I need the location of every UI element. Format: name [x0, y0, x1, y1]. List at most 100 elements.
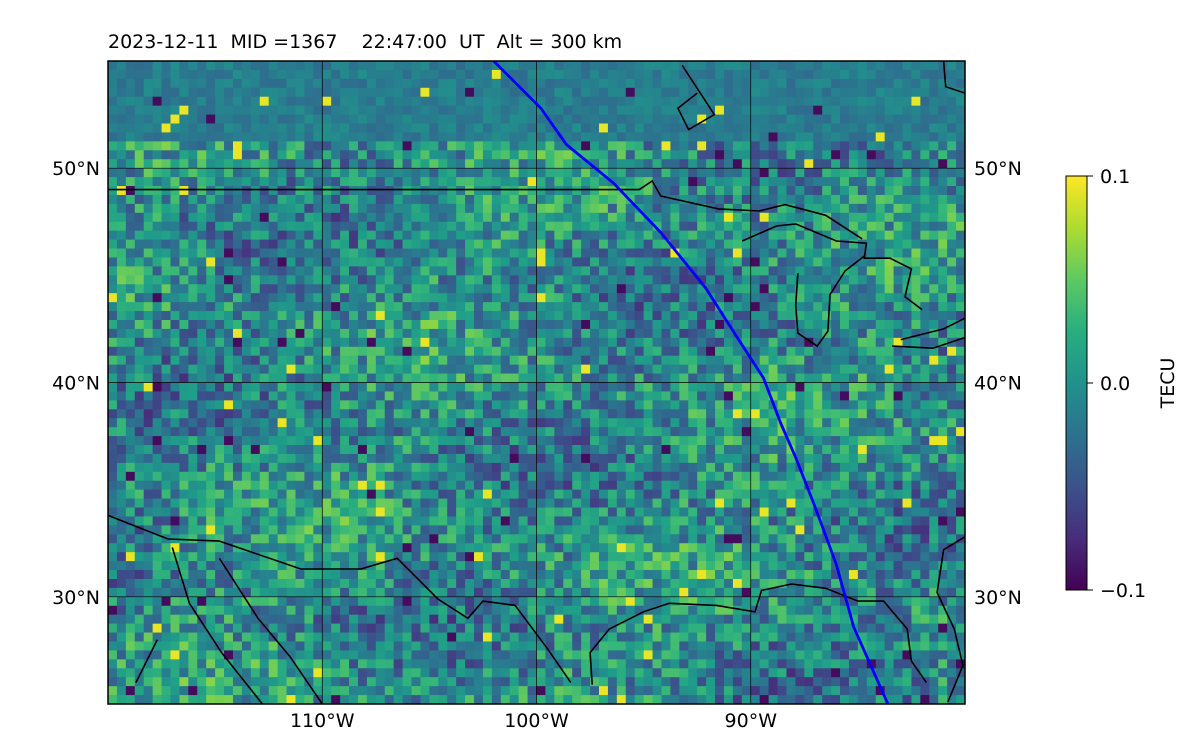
heatmap-cell	[357, 275, 368, 285]
heatmap-cell	[813, 418, 823, 428]
heatmap-cell	[206, 507, 216, 518]
heatmap-cell	[161, 311, 172, 321]
heatmap-cell	[947, 203, 957, 214]
heatmap-cell	[179, 319, 189, 330]
heatmap-cell	[857, 132, 868, 142]
heatmap-cell	[215, 498, 225, 509]
heatmap-cell	[759, 78, 770, 89]
heatmap-cell	[545, 355, 555, 366]
heatmap-cell	[161, 186, 172, 196]
heatmap-cell	[607, 418, 618, 428]
heatmap-cell	[143, 311, 154, 321]
heatmap-cell	[607, 507, 618, 518]
heatmap-cell	[188, 69, 198, 80]
heatmap-cell	[741, 248, 752, 259]
heatmap-cell	[134, 266, 145, 276]
heatmap-cell	[286, 132, 297, 142]
heatmap-cell	[804, 177, 814, 187]
heatmap-cell	[197, 516, 207, 526]
heatmap-cell	[215, 311, 225, 321]
heatmap-cell	[616, 328, 627, 339]
heatmap-cell	[670, 489, 680, 500]
heatmap-cell	[286, 168, 297, 178]
heatmap-cell	[340, 364, 350, 375]
heatmap-cell	[295, 337, 305, 348]
heatmap-cell	[723, 186, 734, 196]
heatmap-cell	[188, 409, 198, 419]
heatmap-cell	[241, 61, 252, 71]
heatmap-cell	[697, 516, 707, 526]
heatmap-cell	[429, 293, 439, 303]
heatmap-cell	[250, 498, 261, 509]
heatmap-cell	[857, 471, 868, 482]
heatmap-cell	[509, 319, 520, 330]
heatmap-cell	[643, 400, 654, 410]
heatmap-cell	[125, 355, 136, 366]
heatmap-cell	[259, 284, 270, 294]
heatmap-cell	[241, 302, 252, 312]
heatmap-cell	[831, 507, 841, 518]
heatmap-cell	[607, 275, 618, 285]
heatmap-cell	[786, 480, 796, 491]
heatmap-cell	[598, 436, 609, 446]
heatmap-cell	[357, 186, 368, 196]
heatmap-cell	[241, 319, 252, 330]
heatmap-cell	[661, 489, 672, 500]
heatmap-cell	[456, 489, 466, 500]
heatmap-cell	[206, 462, 216, 473]
heatmap-cell	[277, 78, 288, 89]
heatmap-cell	[768, 418, 779, 428]
heatmap-cell	[652, 293, 663, 303]
heatmap-cell	[295, 293, 305, 303]
heatmap-cell	[322, 275, 332, 285]
heatmap-cell	[536, 427, 547, 437]
heatmap-cell	[224, 203, 234, 214]
heatmap-cell	[277, 427, 288, 437]
heatmap-cell	[411, 328, 422, 339]
heatmap-cell	[563, 400, 573, 410]
heatmap-cell	[598, 498, 609, 509]
heatmap-cell	[268, 489, 279, 500]
heatmap-cell	[697, 373, 707, 384]
heatmap-cell	[250, 159, 261, 169]
heatmap-cell	[563, 445, 573, 455]
heatmap-cell	[349, 480, 359, 491]
heatmap-cell	[340, 489, 350, 500]
heatmap-cell	[384, 436, 395, 446]
heatmap-cell	[688, 284, 698, 294]
heatmap-cell	[349, 498, 359, 509]
heatmap-cell	[732, 177, 743, 187]
heatmap-cell	[572, 409, 582, 419]
heatmap-cell	[465, 61, 475, 71]
heatmap-cell	[777, 275, 788, 285]
heatmap-cell	[652, 319, 663, 330]
heatmap-cell	[670, 364, 680, 375]
heatmap-cell	[116, 373, 127, 384]
heatmap-cell	[447, 409, 457, 419]
heatmap-cell	[268, 507, 279, 518]
heatmap-cell	[902, 275, 913, 285]
heatmap-cell	[777, 159, 788, 169]
heatmap-cell	[393, 248, 404, 259]
heatmap-cell	[786, 132, 796, 142]
heatmap-cell	[697, 418, 707, 428]
heatmap-cell	[598, 177, 609, 187]
heatmap-cell	[188, 346, 198, 357]
heatmap-cell	[295, 516, 305, 526]
heatmap-cell	[598, 364, 609, 375]
heatmap-cell	[224, 355, 234, 366]
heatmap-cell	[911, 61, 921, 71]
heatmap-cell	[572, 239, 582, 250]
heatmap-cell	[474, 337, 484, 348]
heatmap-cell	[795, 61, 805, 71]
heatmap-cell	[893, 194, 904, 205]
heatmap-cell	[598, 87, 609, 98]
heatmap-cell	[304, 516, 314, 526]
heatmap-cell	[277, 284, 288, 294]
heatmap-cell	[679, 382, 689, 393]
heatmap-cell	[670, 69, 680, 80]
heatmap-cell	[304, 168, 314, 178]
heatmap-cell	[741, 257, 752, 267]
heatmap-cell	[322, 69, 332, 80]
heatmap-cell	[875, 427, 886, 437]
